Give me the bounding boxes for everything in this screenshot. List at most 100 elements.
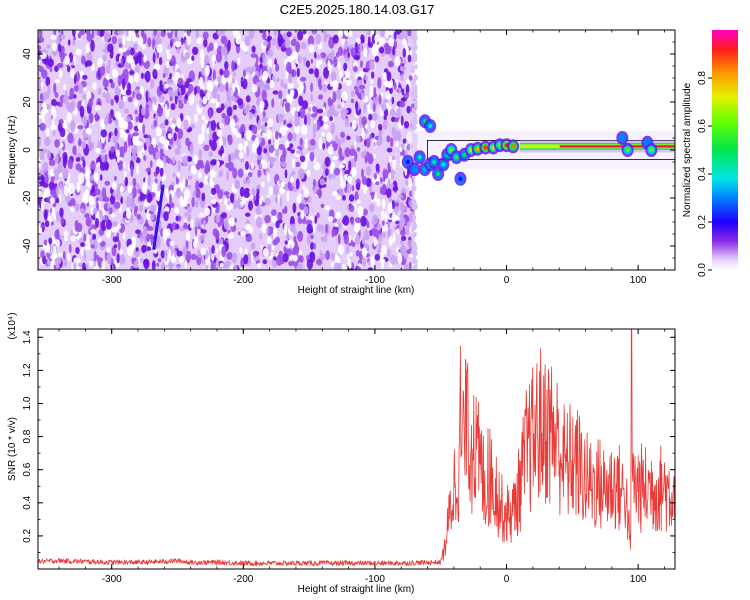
noise-speckle: [262, 70, 269, 81]
noise-edge-speckle: [412, 254, 416, 260]
noise-speckle: [344, 147, 351, 158]
noise-speckle: [145, 137, 151, 148]
snr-scale-label: (x10⁴): [7, 312, 18, 339]
noise-speckle: [95, 104, 102, 111]
noise-speckle: [177, 77, 184, 86]
noise-speckle: [288, 260, 294, 267]
noise-speckle: [323, 235, 328, 243]
noise-speckle: [394, 56, 401, 67]
noise-speckle: [401, 235, 407, 241]
noise-speckle: [345, 79, 352, 87]
noise-speckle: [402, 38, 408, 47]
noise-edge-speckle: [413, 231, 417, 237]
noise-speckle: [40, 52, 47, 60]
noise-speckle: [261, 116, 269, 123]
noise-speckle: [402, 48, 406, 58]
noise-speckle: [72, 30, 76, 37]
noise-speckle: [350, 144, 355, 150]
noise-speckle: [261, 89, 267, 101]
noise-speckle: [134, 64, 140, 75]
noise-speckle: [101, 260, 106, 270]
noise-speckle: [314, 68, 320, 78]
noise-speckle: [184, 81, 190, 89]
noise-speckle: [387, 60, 394, 68]
noise-speckle: [139, 191, 144, 202]
noise-speckle: [129, 243, 136, 251]
noise-speckle: [216, 160, 220, 168]
noise-speckle: [241, 131, 245, 139]
noise-speckle: [125, 129, 130, 134]
noise-speckle: [188, 184, 192, 189]
noise-speckle: [219, 262, 224, 268]
noise-speckle: [355, 100, 359, 111]
y-tick-label: 1.4: [22, 330, 33, 344]
noise-speckle: [335, 195, 342, 201]
noise-speckle: [210, 139, 217, 152]
noise-speckle: [203, 175, 209, 185]
noise-speckle: [268, 139, 272, 145]
noise-speckle: [343, 234, 350, 245]
noise-speckle: [310, 234, 314, 240]
noise-speckle: [297, 55, 302, 64]
noise-speckle: [211, 87, 218, 99]
y-tick-label: 0.8: [22, 429, 33, 443]
noise-speckle: [361, 176, 368, 186]
noise-speckle: [150, 204, 157, 212]
figure-title: C2E5.2025.180.14.03.G17: [280, 2, 435, 17]
noise-speckle: [111, 245, 117, 257]
noise-speckle: [116, 253, 120, 264]
noise-speckle: [165, 61, 170, 69]
noise-speckle: [86, 50, 93, 63]
noise-speckle: [355, 135, 361, 143]
noise-speckle: [401, 88, 405, 96]
noise-speckle: [292, 132, 297, 142]
noise-speckle: [198, 77, 204, 87]
noise-speckle: [210, 160, 217, 166]
noise-speckle: [84, 193, 89, 204]
noise-speckle: [378, 94, 382, 105]
noise-speckle: [159, 84, 165, 92]
noise-speckle: [126, 207, 132, 220]
noise-speckle: [40, 200, 44, 211]
noise-speckle: [300, 210, 305, 220]
noise-speckle: [332, 80, 339, 91]
noise-speckle: [115, 149, 120, 158]
noise-speckle: [245, 223, 252, 231]
noise-speckle: [109, 79, 113, 84]
y-tick-label: 0.2: [22, 529, 33, 543]
noise-speckle: [275, 147, 280, 157]
y-tick-label: 1.2: [22, 363, 33, 377]
noise-speckle: [92, 82, 97, 90]
noise-speckle: [39, 150, 45, 161]
noise-speckle: [267, 243, 272, 250]
noise-speckle: [380, 210, 385, 221]
noise-speckle: [72, 145, 77, 155]
noise-speckle: [81, 140, 87, 149]
noise-speckle: [93, 207, 98, 215]
noise-speckle: [262, 53, 267, 65]
noise-speckle: [235, 149, 238, 155]
noise-speckle: [311, 30, 316, 33]
noise-speckle: [187, 207, 192, 214]
noise-speckle: [88, 98, 93, 108]
noise-speckle: [64, 55, 70, 66]
noise-speckle: [323, 30, 327, 35]
noise-speckle: [86, 179, 92, 188]
noise-speckle: [382, 220, 385, 227]
noise-speckle: [167, 133, 172, 140]
noise-speckle: [395, 30, 402, 35]
noise-speckle: [43, 239, 48, 246]
noise-speckle: [227, 161, 234, 172]
noise-speckle: [400, 192, 407, 201]
noise-speckle: [347, 258, 352, 263]
noise-speckle: [240, 230, 246, 237]
noise-speckle: [164, 119, 169, 126]
noise-speckle: [99, 174, 103, 181]
noise-speckle: [231, 127, 235, 133]
noise-speckle: [361, 236, 366, 245]
noise-speckle: [134, 109, 138, 115]
noise-speckle: [377, 123, 383, 131]
noise-speckle: [340, 180, 346, 189]
noise-speckle: [318, 94, 323, 100]
noise-speckle: [218, 170, 224, 178]
